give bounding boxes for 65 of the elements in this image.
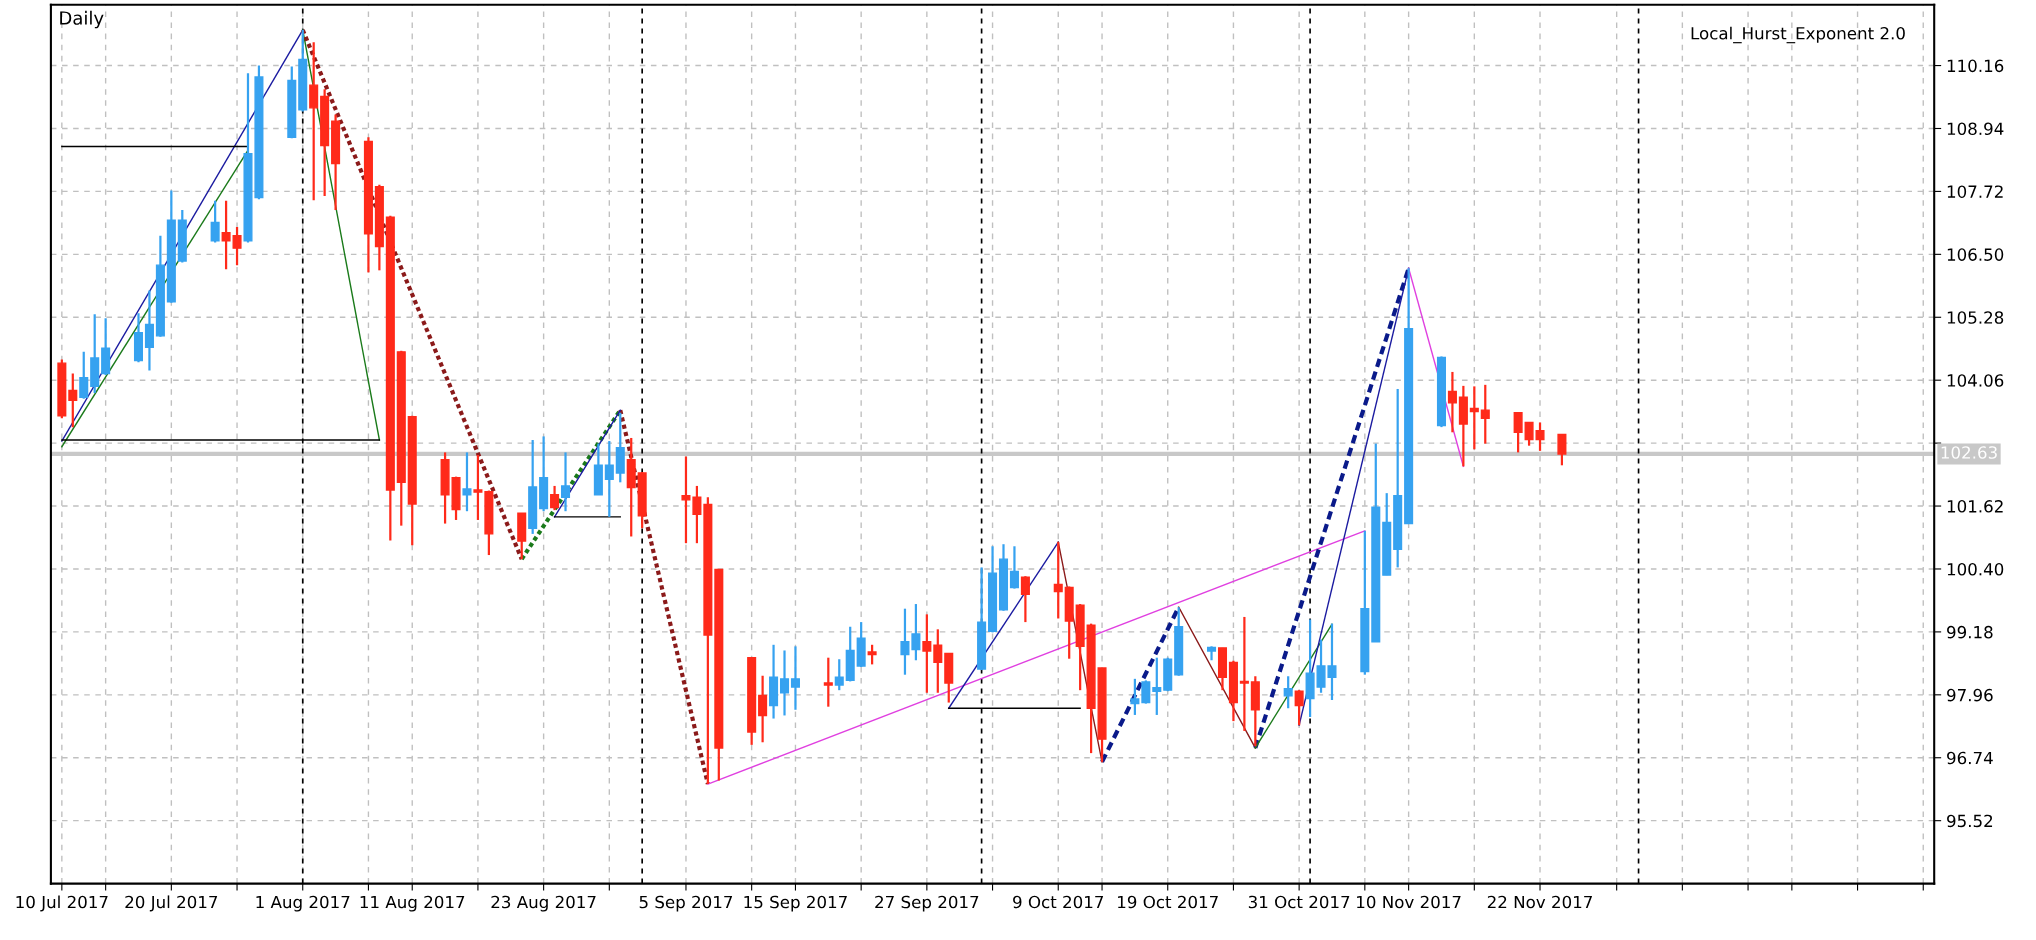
candlestick xyxy=(462,451,472,513)
y-tick-label: 110.16 xyxy=(1947,59,2004,73)
candlestick xyxy=(1141,679,1151,705)
candlestick xyxy=(823,656,833,708)
x-tick-label: 31 Oct 2017 xyxy=(1248,895,1350,909)
x-tick-label: 1 Aug 2017 xyxy=(256,895,350,912)
candlestick xyxy=(68,372,78,429)
candlestick xyxy=(922,613,932,694)
y-tick-label: 100.40 xyxy=(1947,562,2004,576)
candlestick xyxy=(1557,433,1567,467)
candlestick xyxy=(221,199,231,271)
candlestick xyxy=(834,658,844,692)
x-tick-label: 11 Aug 2017 xyxy=(360,895,465,912)
candlestick xyxy=(1294,689,1304,727)
candlestick xyxy=(1469,385,1479,451)
x-tick-label: 19 Oct 2017 xyxy=(1118,895,1218,909)
x-tick-label: 22 Nov 2017 xyxy=(1487,895,1592,909)
x-tick-label: 15 Sep 2017 xyxy=(744,895,847,912)
candlestick xyxy=(144,289,154,372)
y-tick-label: 99.18 xyxy=(1947,625,1993,639)
x-tick-label: 23 Aug 2017 xyxy=(491,895,596,912)
y-tick-label: 108.94 xyxy=(1947,122,2004,136)
x-tick-label: 27 Sep 2017 xyxy=(875,895,979,912)
candlestick xyxy=(210,199,220,244)
candlestick xyxy=(560,451,571,513)
candlestick xyxy=(1239,615,1249,733)
candlestick xyxy=(1480,383,1490,445)
candlestick xyxy=(550,484,560,512)
candlestick xyxy=(900,607,910,676)
candlestick xyxy=(473,453,483,522)
chart-title: Daily xyxy=(60,10,104,29)
y-tick-label: 104.06 xyxy=(1947,374,2004,387)
y-tick-label: 106.50 xyxy=(1947,248,2004,261)
annotation: Local_Hurst_Exponent 2.0 xyxy=(1691,26,1905,44)
candlestick xyxy=(779,649,790,717)
candlestick xyxy=(933,628,943,694)
candlestick xyxy=(79,350,89,400)
candlestick xyxy=(1130,677,1140,717)
x-tick-label: 10 Jul 2017 xyxy=(16,895,108,912)
y-tick-label: 95.52 xyxy=(1947,814,1993,828)
candlestick xyxy=(232,225,242,267)
y-tick-label: 107.72 xyxy=(1947,185,2003,198)
candlestick xyxy=(867,643,877,666)
x-tick-label: 10 Nov 2017 xyxy=(1357,895,1461,909)
candlestick xyxy=(1020,575,1030,624)
y-tick-label: 105.28 xyxy=(1947,311,2004,324)
candlestick xyxy=(1447,370,1457,434)
candlestick xyxy=(790,645,800,711)
candlestick xyxy=(309,41,319,202)
x-tick-label: 5 Sep 2017 xyxy=(639,895,733,912)
candlestick xyxy=(1152,656,1162,717)
x-tick-label: 9 Oct 2017 xyxy=(1013,895,1104,909)
y-tick-label: 101.62 xyxy=(1947,500,2003,513)
candlestick xyxy=(1009,545,1019,590)
candlestick xyxy=(1283,675,1293,710)
candlestick xyxy=(1053,541,1063,620)
y-tick-label: 97.96 xyxy=(1947,688,1993,702)
candlestick xyxy=(758,674,768,744)
candlestick xyxy=(692,484,702,545)
x-tick-label: 20 Jul 2017 xyxy=(125,895,218,912)
candlestick xyxy=(1513,411,1523,454)
candlestick xyxy=(604,439,614,518)
candlestick xyxy=(911,602,921,662)
candlestick xyxy=(681,455,691,545)
y-tick-label: 96.74 xyxy=(1947,751,1993,765)
